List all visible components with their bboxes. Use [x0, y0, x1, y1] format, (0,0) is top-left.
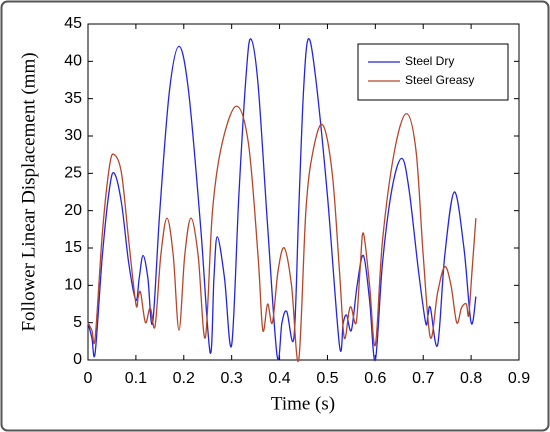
- x-tick-label: 0.4: [268, 370, 290, 387]
- y-tick-label: 0: [73, 351, 82, 368]
- x-tick-label: 0.6: [364, 370, 386, 387]
- x-axis-label: Time (s): [271, 393, 335, 414]
- y-tick-label: 35: [64, 90, 82, 107]
- y-tick-label: 5: [73, 314, 82, 331]
- x-tick-label: 0: [84, 370, 93, 387]
- y-axis-label: Follower Linear Displacement (mm): [18, 52, 39, 331]
- y-tick-label: 15: [64, 239, 82, 256]
- x-tick-label: 0.5: [316, 370, 338, 387]
- y-tick-label: 25: [64, 165, 82, 182]
- x-tick-label: 0.2: [173, 370, 195, 387]
- y-tick-label: 20: [64, 202, 82, 219]
- y-tick-label: 30: [64, 127, 82, 144]
- legend-box: [357, 43, 509, 101]
- series-line: [87, 38, 477, 361]
- y-tick-label: 45: [64, 15, 82, 32]
- legend-label: Steel Greasy: [405, 73, 474, 87]
- series-line: [87, 105, 477, 363]
- x-tick-label: 0.1: [125, 370, 147, 387]
- y-tick-label: 40: [64, 53, 82, 70]
- x-tick-label: 0.8: [460, 370, 482, 387]
- x-tick-label: 0.7: [412, 370, 434, 387]
- x-tick-label: 0.9: [508, 370, 530, 387]
- y-tick-label: 10: [64, 277, 82, 294]
- x-tick-label: 0.3: [221, 370, 243, 387]
- legend-label: Steel Dry: [405, 54, 454, 68]
